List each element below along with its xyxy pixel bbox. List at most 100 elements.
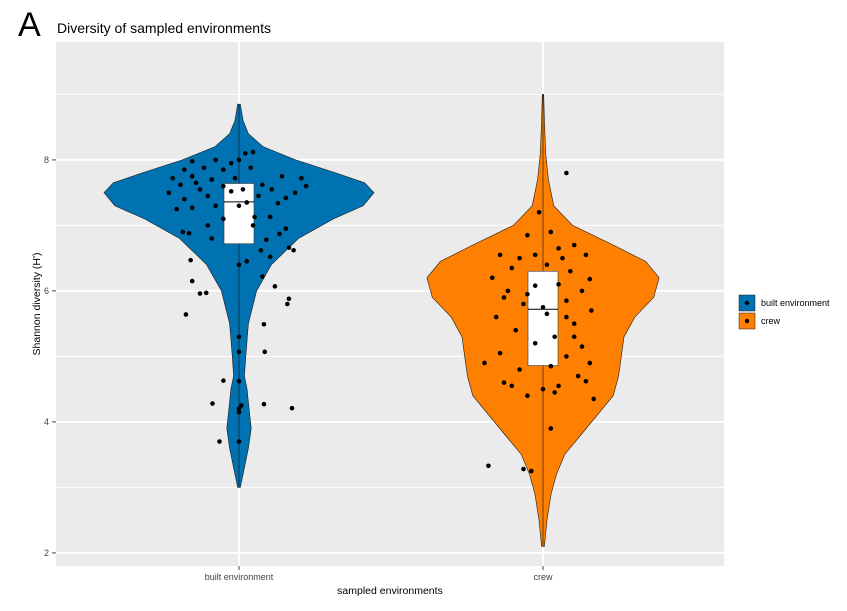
data-point	[267, 254, 273, 260]
data-point	[536, 210, 542, 215]
data-point	[517, 367, 522, 372]
data-point	[275, 200, 281, 206]
y-axis-ticks: 2 4 6 8	[44, 155, 56, 558]
data-point	[262, 349, 268, 355]
data-point	[509, 383, 515, 389]
data-point	[236, 334, 242, 340]
data-point	[525, 291, 530, 297]
data-point	[221, 216, 226, 222]
data-point	[556, 282, 561, 287]
data-point	[521, 466, 526, 472]
x-tick-label: crew	[533, 572, 553, 582]
data-point	[193, 180, 199, 186]
data-point	[532, 341, 538, 346]
data-point	[260, 182, 265, 188]
data-point	[228, 160, 234, 166]
data-point	[189, 158, 195, 164]
data-point	[283, 226, 289, 231]
legend-label: built environment	[761, 298, 830, 308]
data-point	[203, 290, 209, 296]
data-point	[197, 187, 203, 192]
data-point	[501, 380, 507, 385]
data-point	[236, 203, 242, 209]
data-point	[285, 301, 290, 307]
data-point	[525, 232, 530, 238]
x-axis-ticks: built environment crew	[205, 566, 553, 582]
data-point	[521, 301, 526, 307]
data-point	[239, 403, 244, 408]
data-point	[236, 349, 242, 355]
data-point	[213, 157, 218, 163]
data-point	[166, 190, 172, 195]
data-point	[544, 262, 550, 268]
data-point	[264, 237, 269, 243]
data-point	[587, 276, 593, 282]
data-point	[261, 322, 267, 327]
data-point	[189, 173, 195, 179]
data-point	[174, 206, 179, 212]
data-point	[552, 334, 557, 340]
data-point	[292, 190, 298, 195]
data-point	[501, 295, 507, 300]
data-point	[286, 245, 292, 250]
data-point	[505, 288, 511, 294]
data-point	[221, 378, 226, 383]
data-point	[240, 187, 246, 192]
data-point	[261, 401, 267, 407]
data-point	[564, 314, 569, 320]
data-point	[556, 383, 561, 389]
data-point	[583, 378, 589, 384]
box-iqr	[223, 183, 255, 245]
data-point	[548, 363, 554, 369]
data-point	[568, 268, 573, 274]
data-point	[267, 214, 273, 220]
data-point	[291, 247, 296, 253]
data-point	[525, 393, 530, 399]
boxplots	[223, 94, 559, 547]
data-point	[589, 308, 594, 313]
data-point	[183, 312, 189, 317]
chart-title: Diversity of sampled environments	[57, 20, 271, 36]
data-point	[517, 255, 522, 261]
data-point	[272, 284, 278, 289]
data-point	[529, 468, 534, 474]
data-point	[544, 311, 550, 317]
data-point	[490, 275, 495, 281]
box-iqr	[527, 270, 559, 366]
data-point	[248, 165, 253, 171]
x-tick-label: built environment	[205, 572, 274, 582]
data-point	[556, 246, 561, 251]
data-point	[236, 406, 242, 412]
data-point	[540, 386, 546, 392]
data-point	[564, 354, 569, 359]
legend-label: crew	[761, 316, 781, 326]
data-point	[283, 195, 289, 201]
data-point	[209, 177, 214, 182]
data-point	[221, 167, 226, 173]
data-point	[286, 296, 292, 302]
data-point	[260, 274, 265, 279]
data-point	[221, 183, 226, 189]
data-point	[540, 304, 546, 310]
data-point	[571, 242, 577, 248]
data-point	[180, 229, 186, 235]
data-point	[256, 193, 261, 199]
data-point	[548, 426, 554, 431]
y-tick-label: 2	[44, 548, 49, 558]
data-point	[571, 321, 577, 326]
data-point	[186, 230, 192, 236]
data-point	[236, 157, 242, 163]
data-point	[228, 189, 234, 194]
data-point	[236, 409, 242, 415]
y-tick-label: 6	[44, 286, 49, 296]
data-point	[532, 252, 538, 258]
data-point	[513, 327, 518, 333]
data-point	[560, 255, 565, 261]
data-point	[258, 247, 264, 253]
data-point	[571, 334, 577, 340]
data-point	[252, 214, 257, 220]
data-point	[209, 236, 214, 241]
data-point	[493, 314, 499, 320]
